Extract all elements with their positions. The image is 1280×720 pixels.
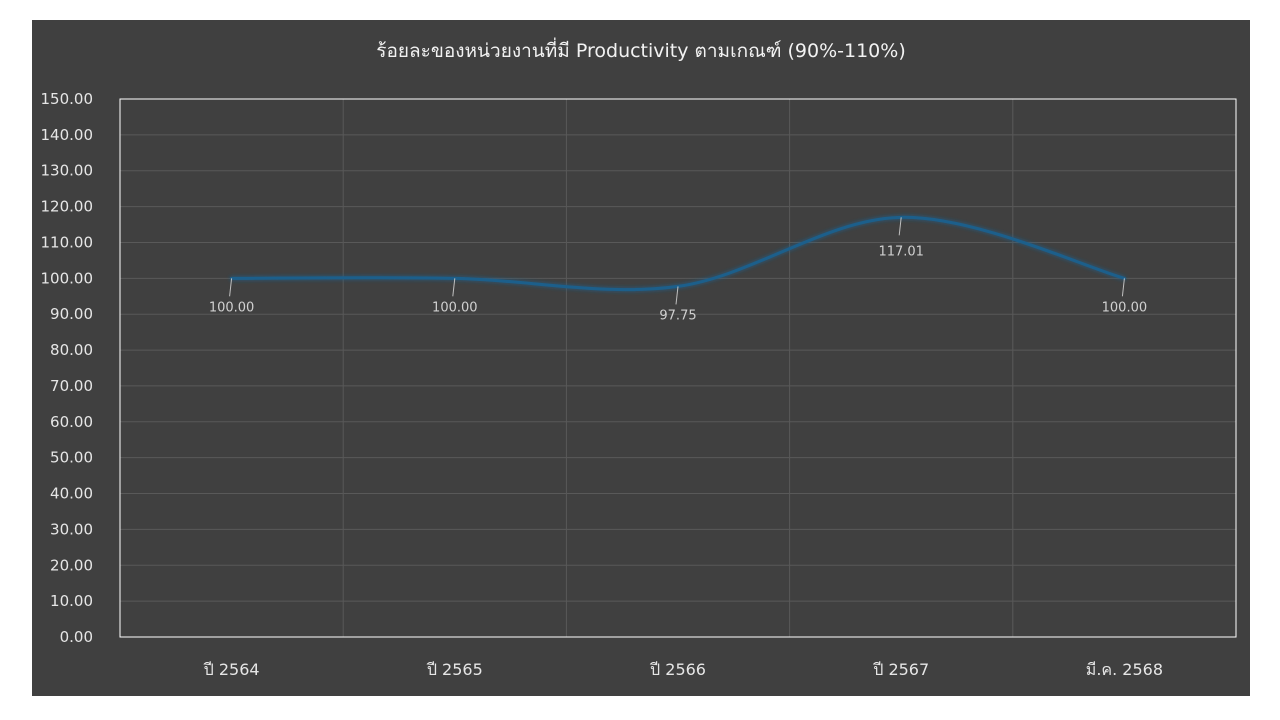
series-line: [230, 215, 1126, 292]
x-category-label: ปี 2565: [426, 660, 482, 679]
plot-area-border: [119, 98, 1237, 638]
series-layer: [230, 215, 1126, 292]
y-tick-label: 130.00: [41, 162, 94, 180]
y-tick-label: 20.00: [50, 556, 93, 574]
y-tick-label: 30.00: [50, 520, 93, 538]
y-tick-label: 80.00: [50, 341, 93, 359]
data-label-leader: [452, 278, 456, 297]
data-label: 97.75: [659, 308, 696, 323]
y-tick-label: 70.00: [50, 377, 93, 395]
x-category-label: ปี 2566: [650, 660, 706, 679]
x-category-label: ปี 2567: [873, 660, 929, 679]
x-category-label: มี.ค. 2568: [1086, 660, 1163, 679]
data-label: 100.00: [209, 300, 255, 315]
line-chart: 0.00 10.00 20.00 30.00 40.00 50.00 60.00 70.00 8…: [41, 90, 1237, 679]
chart-title: ร้อยละของหน่วยงานที่มี Productivity ตามเ…: [376, 40, 906, 62]
data-label-leader: [675, 286, 679, 305]
grid-layer: [120, 99, 1236, 637]
y-tick-label: 0.00: [60, 628, 93, 646]
y-tick-label: 50.00: [50, 449, 93, 467]
y-tick-label: 100.00: [41, 269, 94, 287]
axis-layer: 0.00 10.00 20.00 30.00 40.00 50.00 60.00 70.00 8…: [41, 90, 1237, 679]
data-label-leader: [1121, 278, 1125, 297]
label-layer: 100.00 100.00 97.75 117.01 100.00: [209, 217, 1147, 323]
data-label: 100.00: [1102, 300, 1148, 315]
chart-panel: ร้อยละของหน่วยงานที่มี Productivity ตามเ…: [32, 20, 1250, 696]
y-tick-label: 60.00: [50, 413, 93, 431]
y-tick-label: 120.00: [41, 198, 94, 216]
x-category-label: ปี 2564: [203, 660, 259, 679]
y-tick-label: 150.00: [41, 90, 94, 108]
y-tick-label: 10.00: [50, 592, 93, 610]
y-tick-label: 90.00: [50, 305, 93, 323]
data-label: 117.01: [878, 244, 924, 259]
data-label-leader: [898, 217, 902, 236]
y-tick-label: 40.00: [50, 485, 93, 503]
data-label-leader: [229, 278, 233, 297]
y-tick-label: 110.00: [41, 233, 94, 251]
data-label: 100.00: [432, 300, 478, 315]
y-tick-label: 140.00: [41, 126, 94, 144]
